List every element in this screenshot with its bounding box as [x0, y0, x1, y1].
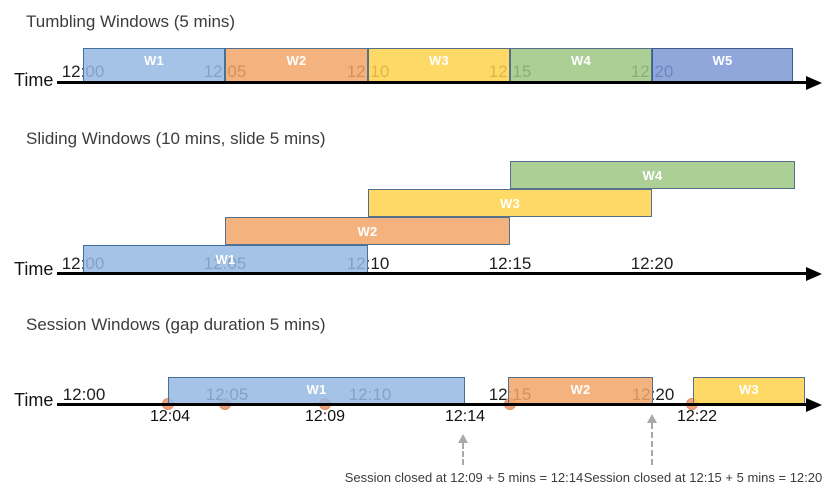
- window-bar-w1: W1: [168, 377, 465, 404]
- event-time-label: 12:14: [444, 408, 486, 425]
- time-axis-line: [57, 403, 806, 406]
- time-axis-line: [57, 81, 806, 84]
- window-bar-label: W3: [499, 196, 521, 211]
- time-axis-label: Time: [14, 70, 54, 90]
- window-bar-label: W2: [570, 382, 591, 397]
- window-bar-label: W1: [306, 382, 327, 397]
- event-time-label: 12:04: [149, 408, 191, 425]
- axis-arrowhead-icon: [806, 266, 822, 281]
- window-bar-w2: W2: [225, 48, 368, 82]
- event-time-label: 12:22: [676, 408, 718, 425]
- window-bar-label: W3: [738, 382, 760, 397]
- callout-arrowhead-icon: [458, 434, 468, 443]
- window-bar-w4: W4: [510, 48, 652, 82]
- window-bar-label: W4: [642, 168, 663, 183]
- window-bar-label: W3: [428, 53, 450, 68]
- window-bar-w5: W5: [652, 48, 793, 82]
- window-bar-w1: W1: [83, 245, 368, 273]
- window-bar-w3: W3: [693, 377, 805, 404]
- window-bar-w2: W2: [508, 377, 653, 404]
- axis-arrowhead-icon: [806, 397, 822, 412]
- callout-dashed-arrow: [462, 443, 464, 465]
- callout-text: Session closed at 12:15 + 5 mins = 12:20: [583, 470, 823, 485]
- window-bar-label: W4: [570, 53, 592, 68]
- section-title: Session Windows (gap duration 5 mins): [26, 315, 326, 334]
- window-bar-label: W2: [357, 224, 378, 239]
- window-bar-w2: W2: [225, 217, 510, 245]
- window-bar-label: W5: [712, 53, 733, 68]
- time-axis-label: Time: [14, 259, 54, 279]
- window-bar-w3: W3: [368, 189, 652, 217]
- callout-arrowhead-icon: [647, 414, 657, 423]
- axis-tick-label: 12:00: [62, 385, 106, 404]
- window-bar-w1: W1: [83, 48, 225, 82]
- axis-tick-label: 12:20: [630, 254, 674, 273]
- time-axis-line: [57, 272, 806, 275]
- section-title: Tumbling Windows (5 mins): [26, 12, 236, 31]
- window-bar-label: W1: [215, 252, 236, 267]
- window-bar-label: W1: [143, 53, 165, 68]
- callout-text: Session closed at 12:09 + 5 mins = 12:14: [344, 470, 584, 485]
- section-title: Sliding Windows (10 mins, slide 5 mins): [26, 129, 326, 148]
- window-bar-w4: W4: [510, 161, 795, 189]
- callout-dashed-arrow: [651, 423, 653, 465]
- event-time-label: 12:09: [304, 408, 346, 425]
- window-bar-label: W2: [286, 53, 307, 68]
- axis-tick-label: 12:15: [488, 254, 532, 273]
- axis-arrowhead-icon: [806, 75, 822, 90]
- time-axis-label: Time: [14, 390, 54, 410]
- window-bar-w3: W3: [368, 48, 510, 82]
